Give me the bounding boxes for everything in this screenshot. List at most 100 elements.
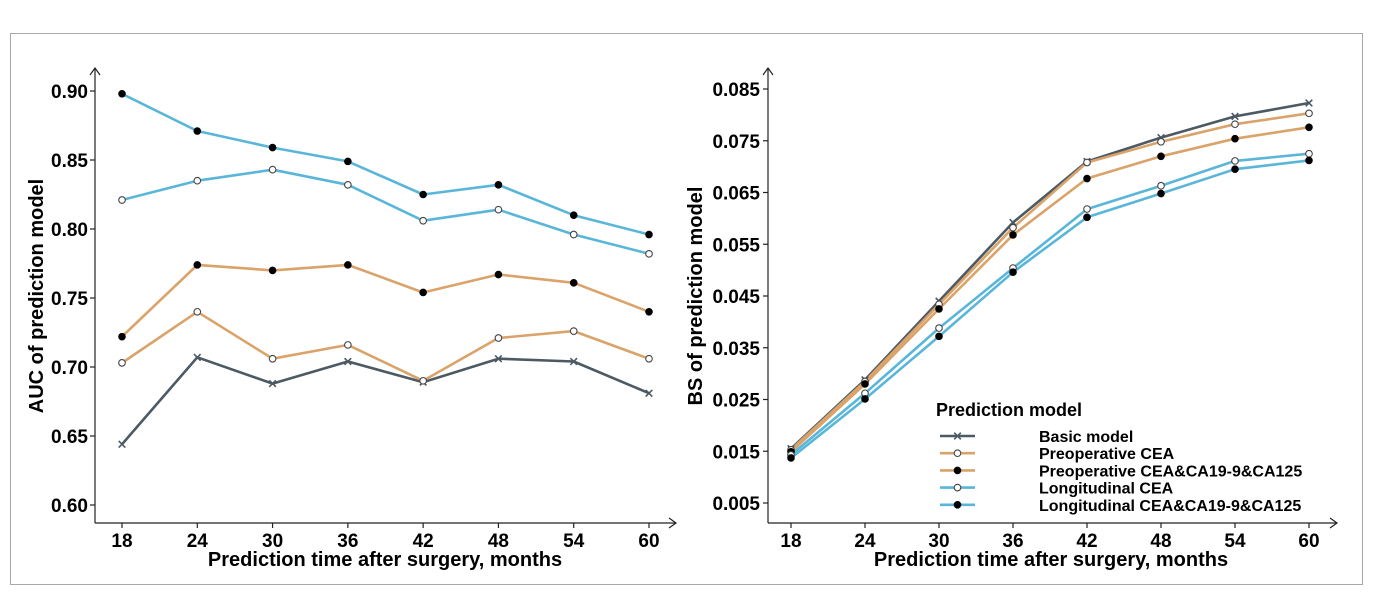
auc-point-basic-model	[118, 440, 126, 449]
auc-point-preoperative-cea-ca19-9-ca125	[193, 261, 202, 269]
auc-series-line-longitudinal-cea-ca19-9-ca125	[121, 92, 650, 236]
legend-label-longitudinal-cea-ca19-9-ca125: Longitudinal CEA&CA19-9&CA125	[1039, 498, 1301, 515]
bs-point-basic-model	[1305, 99, 1313, 107]
bs-point-preoperative-cea-ca19-9-ca125	[1305, 123, 1313, 132]
auc-point-preoperative-cea-ca19-9-ca125	[494, 270, 503, 279]
auc-x-tick-label: 18	[111, 531, 132, 552]
bs-x-tick-label: 18	[780, 531, 801, 552]
auc-y-tick-label: 0.75	[51, 289, 88, 310]
auc-y-tick-label: 0.85	[51, 151, 88, 172]
bs-chart-panel: Prediction time after surgery, months BS…	[685, 66, 1339, 571]
bs-y-axis-arrow	[762, 66, 774, 76]
auc-point-basic-model	[268, 379, 277, 388]
auc-point-longitudinal-cea-ca19-9-ca125	[569, 211, 578, 219]
bs-y-tick-label: 0.055	[712, 235, 760, 256]
auc-point-longitudinal-cea	[118, 196, 126, 204]
bs-series-line-preoperative-cea	[790, 112, 1310, 451]
bs-y-tick-label: 0.005	[712, 494, 760, 515]
bs-x-tick-label: 36	[1002, 531, 1023, 552]
legend: Prediction model Basic modelPreoperative…	[936, 400, 1302, 515]
auc-point-preoperative-cea	[193, 307, 202, 316]
auc-point-preoperative-cea-ca19-9-ca125	[118, 332, 126, 341]
auc-y-tick-label: 0.65	[51, 427, 88, 448]
bs-point-longitudinal-cea	[1231, 157, 1239, 165]
bs-y-tick-label: 0.075	[712, 132, 760, 153]
auc-point-longitudinal-cea	[193, 176, 202, 185]
bs-point-longitudinal-cea-ca19-9-ca125	[1157, 189, 1165, 198]
bs-series-line-longitudinal-cea	[790, 152, 1310, 456]
auc-point-longitudinal-cea-ca19-9-ca125	[268, 143, 277, 152]
auc-point-longitudinal-cea	[569, 230, 578, 239]
bs-point-preoperative-cea	[1231, 120, 1239, 129]
auc-point-preoperative-cea-ca19-9-ca125	[419, 288, 427, 297]
bs-point-longitudinal-cea-ca19-9-ca125	[1083, 213, 1091, 222]
auc-point-longitudinal-cea-ca19-9-ca125	[645, 230, 653, 239]
auc-point-longitudinal-cea-ca19-9-ca125	[419, 190, 427, 199]
bs-x-tick-label: 54	[1224, 531, 1246, 552]
legend-label-preoperative-cea-ca19-9-ca125: Preoperative CEA&CA19-9&CA125	[1039, 463, 1302, 480]
bs-point-preoperative-cea	[1305, 109, 1313, 118]
auc-point-basic-model	[343, 357, 352, 366]
auc-y-tick-label: 0.90	[51, 82, 88, 103]
auc-point-preoperative-cea	[268, 354, 277, 363]
auc-point-basic-model	[494, 354, 503, 363]
bs-point-preoperative-cea-ca19-9-ca125	[935, 305, 943, 313]
auc-series-line-preoperative-cea	[121, 310, 650, 383]
bs-point-longitudinal-cea-ca19-9-ca125	[1231, 165, 1239, 174]
auc-point-preoperative-cea	[645, 354, 653, 363]
auc-y-tick-label: 0.70	[51, 358, 88, 379]
auc-x-tick-label: 42	[413, 531, 434, 552]
auc-point-preoperative-cea-ca19-9-ca125	[645, 307, 653, 316]
legend-key-marker-longitudinal-cea	[953, 483, 962, 492]
auc-x-axis-arrow	[668, 517, 678, 529]
bs-point-preoperative-cea	[1009, 223, 1017, 232]
legend-key-marker-preoperative-cea-ca19-9-ca125	[953, 466, 962, 475]
bs-point-longitudinal-cea-ca19-9-ca125	[1305, 156, 1313, 165]
legend-key-marker-longitudinal-cea-ca19-9-ca125	[953, 500, 962, 509]
bs-point-longitudinal-cea-ca19-9-ca125	[861, 395, 869, 403]
bs-point-longitudinal-cea-ca19-9-ca125	[1009, 268, 1017, 276]
bs-x-tick-label: 30	[928, 531, 949, 552]
auc-point-longitudinal-cea-ca19-9-ca125	[494, 181, 503, 189]
auc-chart-panel: Prediction time after surgery, months AU…	[26, 66, 678, 571]
bs-point-longitudinal-cea	[1157, 181, 1165, 190]
bs-point-preoperative-cea-ca19-9-ca125	[1009, 231, 1017, 239]
figure-frame	[10, 33, 1363, 585]
bs-x-axis-title: Prediction time after surgery, months	[874, 549, 1228, 571]
auc-point-preoperative-cea-ca19-9-ca125	[344, 261, 352, 269]
auc-y-axis-title: AUC of prediction model	[26, 179, 48, 413]
bs-point-preoperative-cea	[1083, 158, 1091, 167]
bs-y-tick-label: 0.035	[712, 339, 760, 360]
auc-series-line-basic-model	[121, 355, 650, 446]
legend-label-longitudinal-cea: Longitudinal CEA	[1039, 481, 1174, 498]
auc-point-preoperative-cea	[569, 327, 578, 335]
auc-point-longitudinal-cea	[494, 205, 503, 214]
legend-key-marker-basic-model	[953, 432, 962, 440]
auc-point-longitudinal-cea	[419, 216, 427, 225]
auc-x-tick-label: 54	[563, 531, 585, 552]
auc-x-tick-label: 36	[337, 531, 358, 552]
auc-point-preoperative-cea-ca19-9-ca125	[569, 279, 578, 287]
auc-x-tick-label: 30	[262, 531, 283, 552]
auc-point-preoperative-cea	[419, 376, 427, 385]
auc-point-preoperative-cea-ca19-9-ca125	[268, 266, 277, 275]
bs-y-tick-label: 0.025	[712, 391, 760, 412]
bs-point-longitudinal-cea	[935, 324, 943, 332]
auc-point-basic-model	[569, 357, 578, 366]
legend-label-preoperative-cea: Preoperative CEA	[1039, 446, 1175, 463]
auc-point-preoperative-cea	[118, 359, 126, 367]
bs-point-longitudinal-cea-ca19-9-ca125	[935, 332, 943, 341]
auc-x-tick-label: 48	[488, 531, 509, 552]
auc-point-longitudinal-cea-ca19-9-ca125	[118, 89, 126, 98]
legend-key-marker-preoperative-cea	[953, 449, 962, 458]
auc-x-axis-title: Prediction time after surgery, months	[208, 549, 562, 571]
bs-y-axis-title: BS of prediction model	[685, 187, 707, 406]
bs-point-longitudinal-cea	[1305, 149, 1313, 158]
bs-x-tick-label: 24	[854, 531, 876, 552]
auc-series-line-preoperative-cea-ca19-9-ca125	[121, 263, 650, 338]
legend-label-basic-model: Basic model	[1039, 429, 1133, 446]
auc-y-tick-label: 0.80	[51, 220, 88, 241]
bs-series-line-preoperative-cea-ca19-9-ca125	[790, 126, 1310, 453]
auc-point-basic-model	[193, 353, 202, 362]
